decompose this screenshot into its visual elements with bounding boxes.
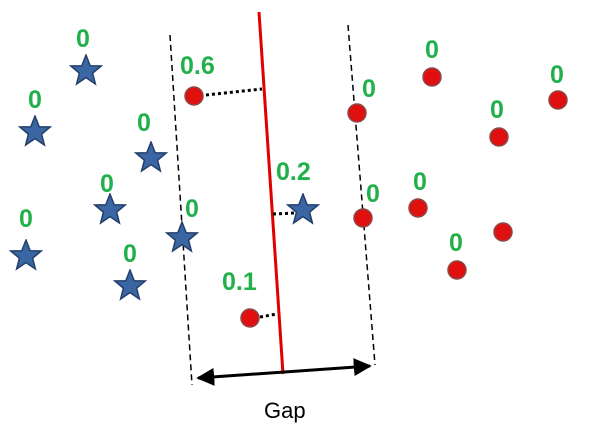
separating-hyperplane bbox=[257, 11, 285, 375]
distance-label-lower-dot: 0.1 bbox=[222, 268, 257, 296]
circle-icon bbox=[422, 67, 442, 87]
star-icon bbox=[287, 193, 319, 224]
circle-icon bbox=[447, 260, 467, 280]
star-icon bbox=[135, 141, 167, 172]
star-label: 0 bbox=[19, 205, 33, 233]
gap-arrow bbox=[196, 358, 372, 386]
star-icon bbox=[10, 239, 42, 270]
circle-icon bbox=[489, 127, 509, 147]
star-label: 0 bbox=[123, 240, 137, 268]
star-icon bbox=[94, 193, 126, 224]
distance-label-upper-dot: 0.6 bbox=[180, 52, 215, 80]
dot-label: 0 bbox=[490, 96, 504, 124]
star-label: 0 bbox=[137, 109, 151, 137]
star-icon bbox=[70, 54, 102, 85]
dot-label: 0 bbox=[449, 229, 463, 257]
distance-line-dot-upper bbox=[205, 87, 263, 97]
star-label: 0 bbox=[76, 25, 90, 53]
star-label: 0 bbox=[100, 170, 114, 198]
distance-line-dot-lower bbox=[259, 312, 278, 319]
dot-label: 0 bbox=[413, 168, 427, 196]
circle-icon bbox=[240, 308, 260, 328]
dot-label: 0 bbox=[550, 61, 564, 89]
dot-label: 0 bbox=[362, 75, 376, 103]
gap-label: Gap bbox=[264, 398, 306, 423]
circle-icon bbox=[184, 86, 204, 106]
star-label: 0 bbox=[28, 86, 42, 114]
left-margin-line bbox=[169, 34, 193, 386]
circle-icon bbox=[408, 198, 428, 218]
star-icon bbox=[19, 115, 51, 146]
circle-icon bbox=[353, 208, 373, 228]
right-margin-line bbox=[347, 24, 376, 366]
star-icon bbox=[166, 221, 198, 252]
dot-label: 0 bbox=[425, 36, 439, 64]
circle-icon bbox=[347, 103, 367, 123]
circle-icon bbox=[548, 90, 568, 110]
distance-label-star: 0.2 bbox=[276, 158, 311, 186]
dot-label: 0 bbox=[366, 180, 380, 208]
circle-icon bbox=[493, 222, 513, 242]
star-icon bbox=[114, 269, 146, 300]
star-label: 0 bbox=[185, 195, 199, 223]
distance-line-star-margin bbox=[272, 211, 296, 216]
